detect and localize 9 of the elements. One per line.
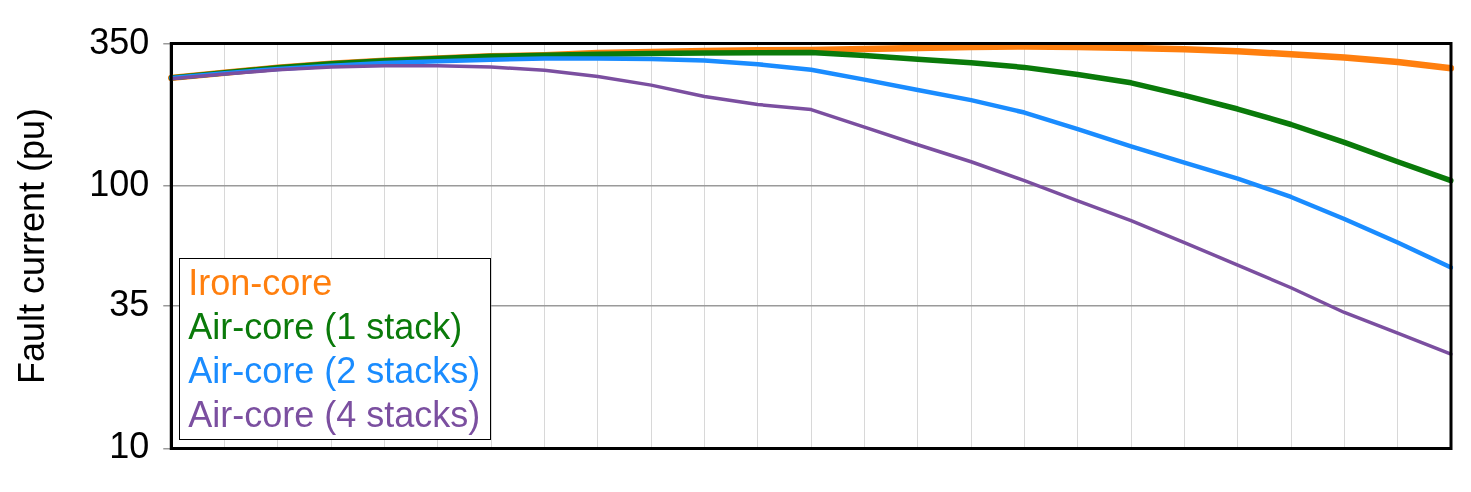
text: Iron-core xyxy=(188,261,334,306)
y-tick-label: 350 xyxy=(89,20,150,62)
y-tick-label: 35 xyxy=(109,282,150,324)
text: Air-core (1 stack) xyxy=(188,305,464,350)
text: Air-core (4 stacks) xyxy=(188,393,481,438)
y-tick-label: 100 xyxy=(89,163,150,205)
y-tick-label: 10 xyxy=(109,425,150,467)
text: Air-core (2 stacks) xyxy=(188,349,481,394)
y-axis-title: Fault current (pu) xyxy=(10,107,52,385)
